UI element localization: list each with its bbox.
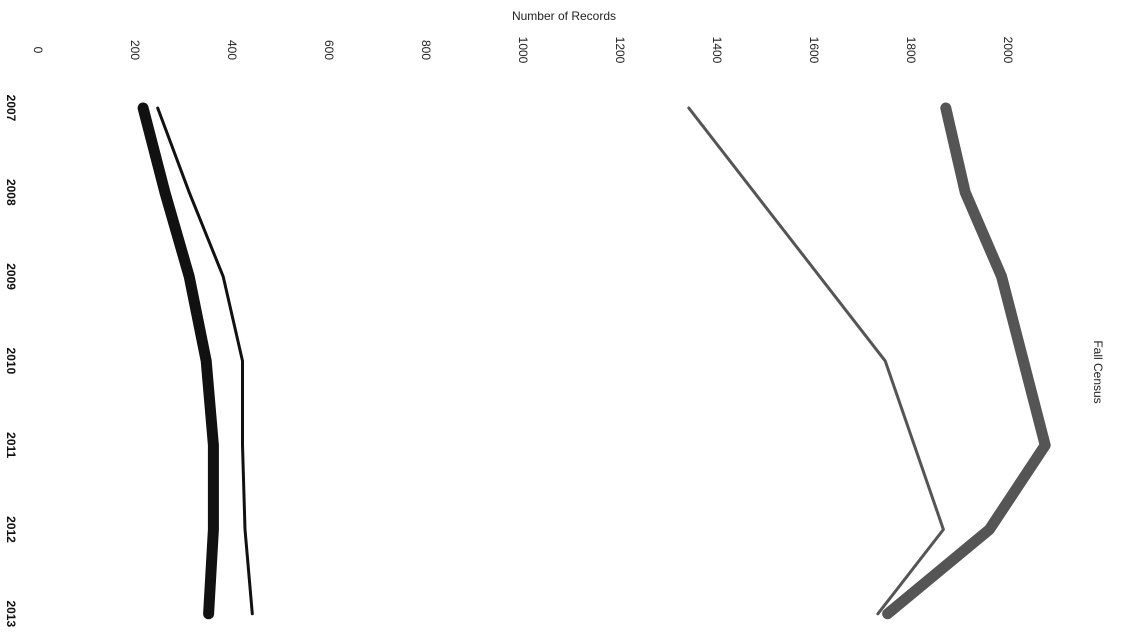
x-category-label: 2007: [4, 95, 18, 122]
y-tick-label: 800: [419, 40, 433, 60]
x-category-label: 2013: [4, 600, 18, 627]
series-line: [882, 102, 1051, 620]
y-tick-label: 1400: [710, 37, 724, 64]
y-tick-label: 1000: [516, 37, 530, 64]
x-category-label: 2011: [4, 432, 18, 458]
x-category-label: 2012: [4, 516, 18, 543]
y-tick-labels: 0 200 400 600 800 1000 1200 1400 1600 1800 2000: [31, 37, 1015, 64]
series-line: [156, 106, 254, 616]
series-lines: [137, 102, 1051, 620]
x-category-label: 2008: [4, 179, 18, 206]
y-tick-label: 200: [128, 40, 142, 60]
x-category-label: 2009: [4, 263, 18, 290]
x-category-label: 2010: [4, 348, 18, 375]
y-axis-label: Number of Records: [512, 9, 616, 23]
y-tick-label: 2000: [1001, 37, 1015, 64]
chart-title: Fall Census: [1091, 340, 1105, 403]
y-tick-label: 400: [225, 40, 239, 60]
x-category-labels: 2007 2008 2009 2010 2011 2012 2013: [4, 95, 18, 628]
y-tick-label: 0: [31, 47, 45, 54]
series-line: [137, 102, 219, 620]
y-tick-label: 600: [322, 40, 336, 60]
y-tick-label: 1200: [613, 37, 627, 64]
y-tick-label: 1600: [807, 37, 821, 64]
series-line: [687, 106, 945, 616]
y-tick-label: 1800: [904, 37, 918, 64]
